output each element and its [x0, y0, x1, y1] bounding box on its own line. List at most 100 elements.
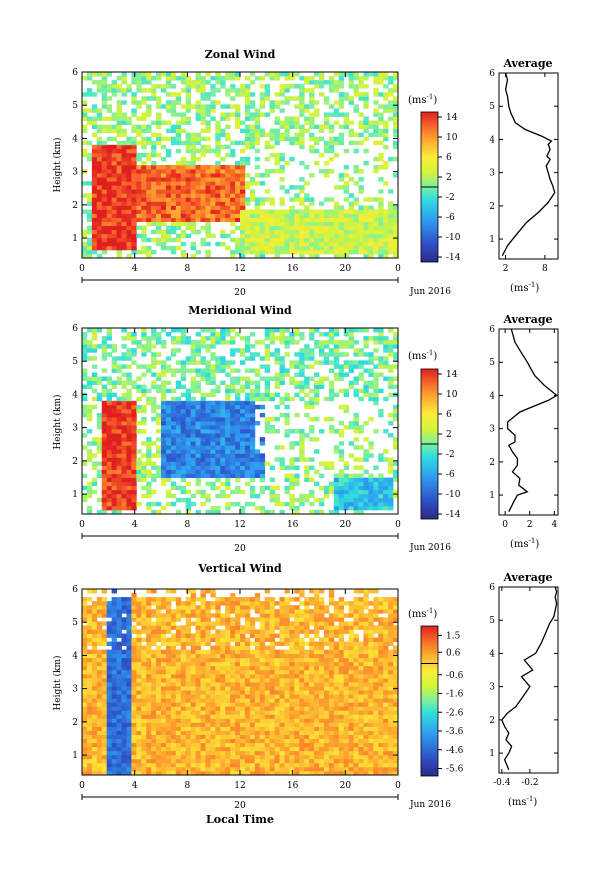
heatmap-cell: [235, 92, 241, 97]
heatmap-cell: [170, 368, 177, 373]
heatmap-cell: [353, 750, 359, 756]
heatmap-cell: [309, 718, 315, 723]
heatmap-cell: [368, 221, 374, 227]
heatmap-cell: [294, 380, 300, 386]
heatmap-cell: [96, 181, 103, 186]
heatmap-cell: [220, 457, 226, 462]
heatmap-cell: [393, 344, 399, 349]
heatmap-cell: [225, 104, 231, 109]
heatmap-cell: [244, 173, 251, 178]
heatmap-cell: [126, 160, 132, 166]
heatmap-cell: [136, 698, 142, 703]
heatmap-cell: [269, 493, 275, 499]
heatmap-cell: [121, 754, 127, 760]
heatmap-cell: [249, 189, 256, 194]
colorbar-tick-label: -6: [446, 213, 455, 223]
heatmap-cell: [314, 380, 320, 386]
heatmap-cell: [215, 758, 221, 764]
heatmap-cell: [96, 469, 103, 474]
heatmap-cell: [289, 493, 295, 499]
heatmap-cell: [141, 173, 147, 178]
heatmap-cell: [195, 742, 201, 748]
heatmap-cell: [106, 84, 113, 89]
heatmap-cell: [141, 144, 147, 150]
heatmap-cell: [299, 352, 305, 357]
heatmap-cell: [156, 340, 162, 345]
heatmap-cell: [205, 416, 211, 422]
heatmap-cell: [126, 421, 132, 426]
heatmap-cell: [373, 750, 379, 756]
heatmap-cell: [393, 404, 399, 410]
heatmap-cell: [240, 425, 246, 430]
heatmap-cell: [175, 205, 182, 210]
heatmap-cell: [141, 429, 147, 434]
heatmap-cell: [225, 396, 231, 402]
heatmap-cell: [254, 730, 261, 735]
heatmap-cell: [264, 392, 271, 398]
heatmap-cell: [240, 229, 246, 235]
heatmap-cell: [353, 72, 359, 77]
heatmap-cell: [96, 225, 103, 231]
heatmap-cell: [165, 380, 172, 386]
heatmap-cell: [156, 404, 162, 410]
heatmap-cell: [338, 473, 345, 479]
heatmap-cell: [175, 217, 182, 223]
heatmap-cell: [319, 136, 325, 142]
heatmap-cell: [393, 253, 399, 259]
heatmap-cell: [338, 722, 345, 727]
heatmap-cell: [136, 429, 142, 434]
heatmap-cell: [156, 714, 162, 719]
heatmap-cell: [235, 718, 241, 723]
heatmap-cell: [101, 453, 108, 458]
heatmap-cell: [254, 473, 261, 479]
heatmap-cell: [215, 152, 221, 158]
heatmap-cell: [126, 770, 132, 776]
heatmap-cell: [363, 481, 369, 487]
heatmap-cell: [338, 112, 345, 117]
heatmap-cell: [111, 433, 117, 438]
heatmap-cell: [170, 388, 177, 394]
heatmap-cell: [393, 726, 399, 731]
heatmap-cell: [353, 746, 359, 752]
profile-y-tick-label: 1: [489, 491, 495, 501]
heatmap-cell: [126, 718, 132, 723]
heatmap-cell: [180, 169, 187, 174]
heatmap-cell: [215, 433, 221, 438]
heatmap-cell: [249, 233, 256, 239]
heatmap-cell: [116, 505, 122, 511]
heatmap-cell: [393, 750, 399, 756]
heatmap-cell: [82, 372, 88, 377]
heatmap-cell: [116, 738, 122, 744]
heatmap-cell: [126, 189, 132, 194]
heatmap-cell: [91, 209, 98, 214]
heatmap-cell: [185, 392, 192, 398]
heatmap-cell: [259, 698, 266, 703]
heatmap-cell: [210, 201, 216, 206]
heatmap-cell: [161, 457, 167, 462]
heatmap-cell: [200, 421, 206, 426]
heatmap-cell: [393, 718, 399, 723]
heatmap-cell: [185, 201, 192, 206]
heatmap-cell: [165, 104, 172, 109]
heatmap-cell: [249, 221, 256, 227]
heatmap-cell: [289, 84, 295, 89]
heatmap-cell: [185, 738, 192, 744]
heatmap-cell: [240, 217, 246, 223]
heatmap-cell: [121, 702, 127, 707]
heatmap-cell: [185, 189, 192, 194]
heatmap-cell: [200, 112, 206, 117]
heatmap-cell: [363, 96, 369, 101]
heatmap-cell: [284, 217, 290, 223]
heatmap-cell: [141, 384, 147, 390]
heatmap-cell: [116, 209, 122, 214]
heatmap-cell: [200, 144, 206, 150]
heatmap-cell: [319, 730, 325, 735]
heatmap-cell: [82, 738, 88, 744]
heatmap-cell: [200, 108, 206, 113]
heatmap-cell: [284, 485, 290, 491]
heatmap-cell: [249, 469, 256, 474]
heatmap-cell: [101, 233, 108, 239]
heatmap-cell: [210, 433, 216, 438]
heatmap-cell: [279, 766, 285, 772]
heatmap-cell: [106, 441, 113, 446]
